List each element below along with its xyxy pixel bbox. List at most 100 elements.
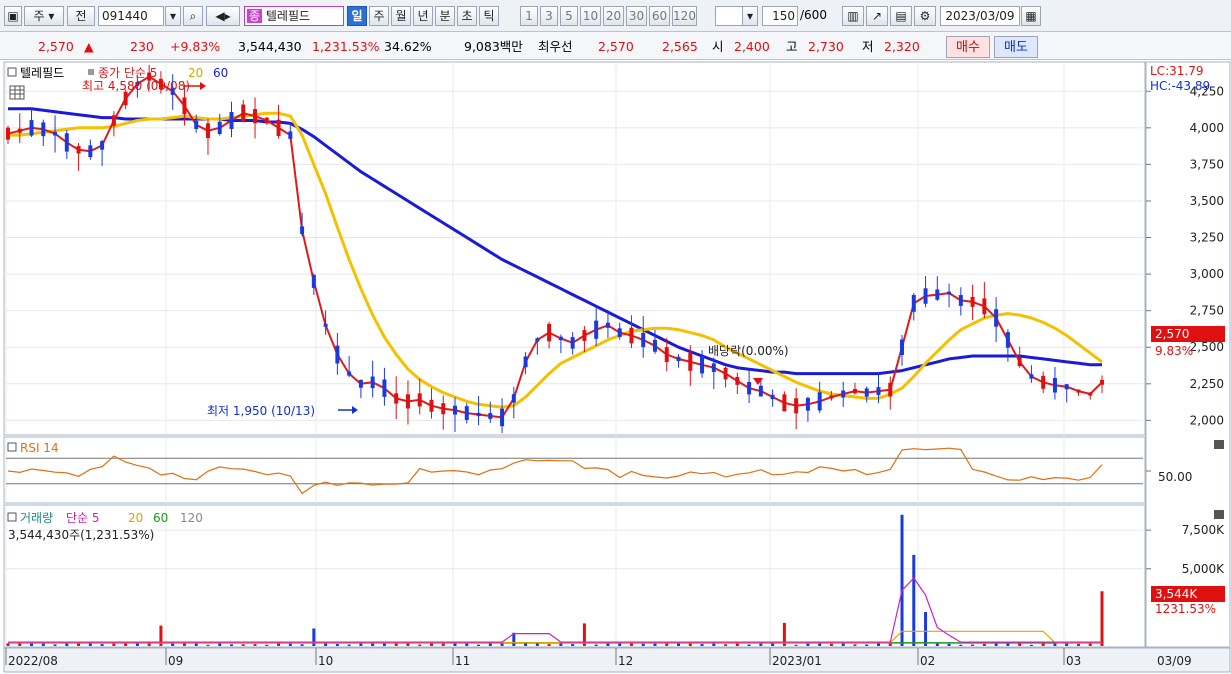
volume-bar [441, 642, 445, 646]
save-icon[interactable]: ▤ [890, 6, 912, 26]
candle-body [547, 323, 552, 342]
volume-legend-ma120: 120 [180, 511, 203, 525]
candle-body [217, 121, 222, 134]
interval-3-button[interactable]: 3 [540, 6, 558, 26]
volume-bar [1041, 641, 1045, 646]
volume-bar [194, 643, 198, 646]
candle-body [652, 339, 657, 352]
timeframe-2-button[interactable]: 월 [391, 6, 411, 26]
volume-bar [418, 644, 422, 646]
candle-body [394, 393, 399, 404]
right-axis-panel [1145, 61, 1231, 648]
volume-collapse-icon[interactable] [7, 512, 17, 522]
high-label: 고 [786, 39, 798, 54]
volume-bar [971, 644, 975, 646]
ticker-prefix-button[interactable]: 전 [67, 6, 95, 26]
candle-style-icon[interactable]: ▥ [842, 6, 864, 26]
interval-60-button[interactable]: 60 [649, 6, 670, 26]
volume-tag [1151, 586, 1225, 602]
date-input[interactable]: 2023/03/09 [940, 6, 1020, 26]
candle-body [900, 339, 905, 355]
volume-bar [1076, 643, 1080, 646]
candlesticks [6, 64, 1104, 434]
volume-bar [335, 643, 339, 646]
chart-grid [5, 62, 1143, 647]
volume-bar [982, 643, 986, 646]
candle-body [1005, 332, 1010, 348]
interval-1-button[interactable]: 1 [520, 6, 538, 26]
volume-bar [865, 644, 869, 646]
candle-body [417, 393, 422, 407]
interval-10-button[interactable]: 10 [580, 6, 601, 26]
interval-20-button[interactable]: 20 [603, 6, 624, 26]
chart-menu-icon[interactable]: ▣ [4, 6, 22, 26]
candle-body [876, 387, 881, 396]
timeframe-4-button[interactable]: 분 [435, 6, 455, 26]
volume-bar [888, 643, 892, 646]
candle-body [182, 97, 187, 115]
search-icon[interactable]: ⌕ [183, 6, 203, 26]
candle-body [170, 87, 175, 95]
volume-close-icon[interactable] [1214, 510, 1224, 519]
candle-body [511, 394, 516, 403]
price-tick-label: 4,000 [1190, 121, 1224, 135]
timeframe-3-button[interactable]: 년 [413, 6, 433, 26]
timeframe-6-button[interactable]: 틱 [479, 6, 499, 26]
price-change: 230 [130, 39, 154, 54]
pane-collapse-icon[interactable] [7, 67, 17, 77]
candle-body [805, 397, 810, 411]
stock-name-box[interactable]: 종 텔레필드 [244, 6, 344, 26]
timeframe-1-button[interactable]: 주 [369, 6, 389, 26]
timeframe-0-button[interactable]: 일 [347, 6, 367, 26]
price-axis: 4,250 4,000 3,750 3,500 3,250 3,000 2,750 2,500… [1146, 84, 1225, 576]
stock-chart[interactable]: 4,250 4,000 3,750 3,500 3,250 3,000 2,750 2,500… [0, 60, 1231, 674]
candle-body [300, 226, 305, 235]
data-table-icon[interactable] [9, 85, 25, 100]
sell-button[interactable]: 매도 [994, 36, 1038, 58]
rsi-legend: RSI 14 [20, 441, 59, 455]
candle-body [347, 371, 352, 376]
current-price: 2,570 [38, 39, 74, 54]
price-legend-ma60: 60 [213, 66, 228, 80]
calendar-icon[interactable]: ▦ [1021, 6, 1041, 26]
volume-bar [477, 644, 481, 646]
candle-body [817, 392, 822, 411]
candle-body [629, 327, 634, 344]
trendline-icon[interactable]: ↗ [866, 6, 888, 26]
candle-body [641, 332, 646, 348]
gear-icon[interactable]: ⚙ [914, 6, 936, 26]
rsi-collapse-icon[interactable] [7, 442, 17, 452]
ticker-dropdown-caret[interactable]: ▾ [165, 6, 181, 26]
custom-interval-caret[interactable]: ▾ [742, 6, 758, 26]
volume-bar [724, 644, 728, 646]
volume-bar [935, 643, 939, 646]
volume-bar [771, 642, 775, 646]
ticker-code-input[interactable]: 091440 [98, 6, 164, 26]
interval-30-button[interactable]: 30 [626, 6, 647, 26]
candle-body [194, 120, 199, 129]
volume-bar [594, 644, 598, 646]
volume-layer [6, 514, 1104, 646]
volume-bar [535, 643, 539, 646]
high-annotation: 최고 4,580 (09/08) [82, 79, 190, 93]
volume-bar [1006, 642, 1010, 646]
buy-button[interactable]: 매수 [946, 36, 990, 58]
candle-body [605, 322, 610, 328]
rsi-close-icon[interactable] [1214, 440, 1224, 449]
candle-body [747, 382, 752, 395]
period-dropdown[interactable]: 주 ▾ [24, 6, 64, 26]
volume-bar [759, 642, 763, 646]
interval-120-button[interactable]: 120 [672, 6, 697, 26]
interval-5-button[interactable]: 5 [560, 6, 578, 26]
candle-body [1029, 374, 1034, 379]
timeframe-5-button[interactable]: 초 [457, 6, 477, 26]
candle-body [794, 398, 799, 414]
candle-body [111, 115, 116, 126]
volume-bar [112, 643, 116, 646]
stock-list-button[interactable]: ◀▸ [206, 6, 240, 26]
volume-bar [924, 612, 928, 646]
volume-pane [3, 504, 1146, 648]
bar-count-input[interactable]: 150 [762, 6, 798, 26]
volume-tick-label: 7,500K [1182, 523, 1225, 537]
volume-bar [218, 641, 222, 646]
